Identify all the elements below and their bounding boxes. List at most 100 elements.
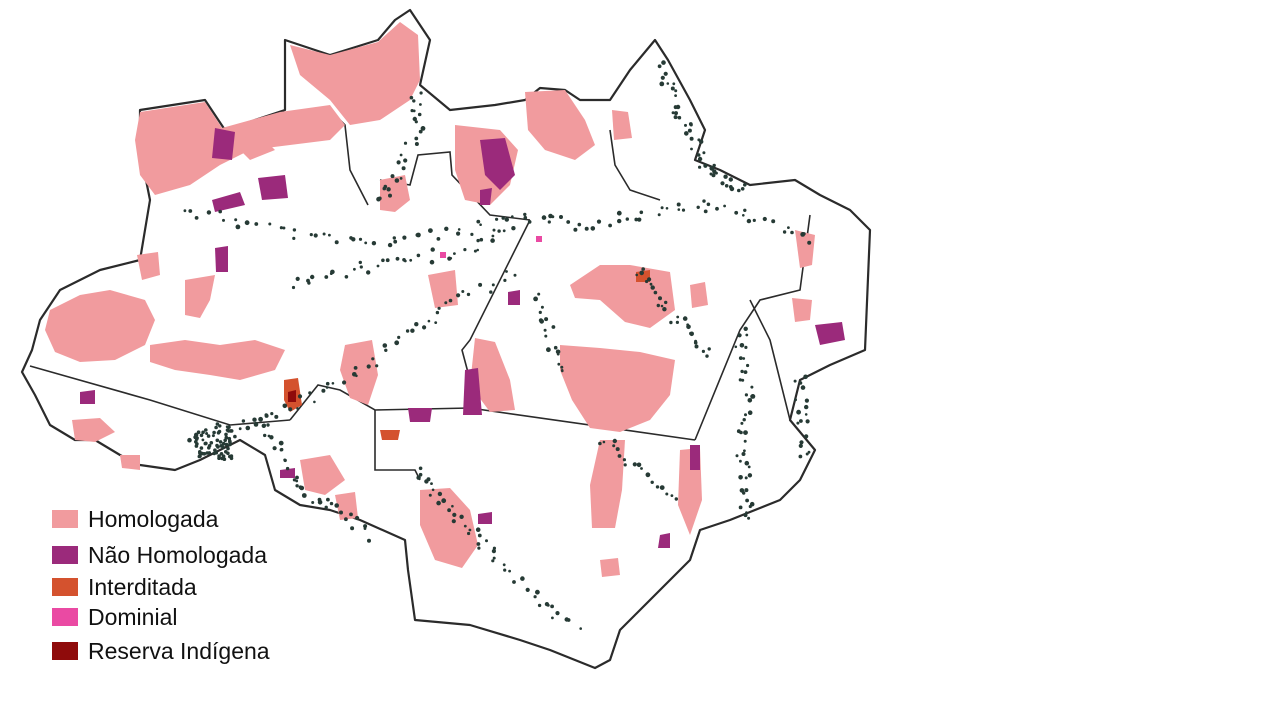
settlement-point <box>560 369 564 372</box>
settlement-point <box>466 292 471 297</box>
settlement-point <box>228 442 232 447</box>
homologada-area <box>590 440 625 528</box>
settlement-point <box>738 475 743 480</box>
settlement-point <box>634 217 639 222</box>
homologada-area <box>560 345 675 432</box>
settlement-point <box>386 187 391 192</box>
nao-homologada-area <box>212 192 245 212</box>
settlement-point <box>435 310 440 315</box>
homologada-area <box>600 558 620 577</box>
dominial-area <box>440 252 446 258</box>
settlement-point <box>747 465 751 469</box>
settlement-point <box>491 559 495 563</box>
settlement-point <box>689 331 694 337</box>
nao-homologada-area <box>408 408 432 422</box>
settlement-point <box>511 215 514 218</box>
settlement-point <box>218 440 223 444</box>
legend-label: Não Homologada <box>88 542 268 568</box>
settlement-point <box>224 442 229 447</box>
settlement-point <box>222 218 225 222</box>
settlement-point <box>739 459 742 463</box>
settlement-point <box>196 430 201 435</box>
settlement-point <box>394 340 400 346</box>
settlement-point <box>228 429 233 433</box>
settlement-point <box>205 451 209 455</box>
settlement-point <box>584 226 589 231</box>
settlement-point <box>334 240 339 245</box>
settlement-point <box>313 400 316 404</box>
homologada-areas <box>45 22 815 577</box>
settlement-point <box>669 320 673 325</box>
settlement-point <box>204 428 208 432</box>
settlement-point <box>325 381 330 386</box>
settlement-point <box>263 433 267 438</box>
settlement-point <box>295 276 300 281</box>
settlement-point <box>234 218 238 222</box>
settlement-point <box>384 348 388 352</box>
settlement-point <box>798 454 803 459</box>
settlement-point <box>702 151 706 155</box>
settlement-point <box>224 432 228 437</box>
homologada-area <box>795 230 815 268</box>
settlement-point <box>635 273 638 277</box>
settlement-point <box>675 320 680 324</box>
settlement-point <box>744 345 748 349</box>
settlement-point <box>282 226 286 230</box>
nao-homologada-area <box>690 445 700 470</box>
settlement-point <box>677 115 682 120</box>
settlement-point <box>397 335 401 339</box>
settlement-point <box>782 230 787 234</box>
settlement-point <box>201 438 205 442</box>
settlement-point <box>279 448 283 452</box>
settlement-point <box>734 345 738 349</box>
settlement-point <box>326 497 330 502</box>
settlement-point <box>734 210 739 215</box>
settlement-point <box>267 434 271 438</box>
settlement-point <box>612 444 616 448</box>
settlement-point <box>371 357 375 361</box>
settlement-point <box>238 427 242 431</box>
settlement-point <box>750 385 754 389</box>
settlement-point <box>690 147 693 151</box>
settlement-point <box>416 253 421 258</box>
settlement-point <box>677 208 681 211</box>
settlement-point <box>321 388 326 393</box>
legend-swatch <box>52 546 78 564</box>
settlement-point <box>331 382 335 385</box>
settlement-point <box>743 513 748 518</box>
settlement-point <box>264 413 268 417</box>
settlement-point <box>418 466 423 471</box>
settlement-point <box>217 456 221 461</box>
settlement-point <box>553 345 558 350</box>
settlement-point <box>653 290 658 295</box>
settlement-point <box>645 472 651 478</box>
settlement-point <box>523 215 528 220</box>
settlement-point <box>670 494 674 497</box>
settlement-point <box>744 393 749 397</box>
settlement-point <box>707 347 711 351</box>
settlement-point <box>744 476 748 480</box>
settlement-points <box>183 60 812 630</box>
settlement-point <box>590 226 596 231</box>
settlement-point <box>637 217 642 222</box>
settlement-point <box>804 413 808 416</box>
settlement-point <box>805 452 809 456</box>
settlement-point <box>467 531 471 536</box>
settlement-point <box>405 329 410 333</box>
settlement-point <box>546 347 551 353</box>
settlement-point <box>479 223 482 226</box>
settlement-point <box>743 208 747 212</box>
settlement-point <box>376 264 380 268</box>
settlement-point <box>218 209 222 214</box>
settlement-point <box>525 587 530 593</box>
settlement-point <box>461 290 465 293</box>
dominial-areas <box>440 236 542 258</box>
settlement-point <box>547 220 551 224</box>
settlement-point <box>270 412 274 416</box>
settlement-point <box>491 234 495 238</box>
settlement-point <box>664 300 668 305</box>
settlement-point <box>241 419 246 423</box>
legend-label: Reserva Indígena <box>88 638 270 664</box>
settlement-point <box>329 501 334 506</box>
settlement-point <box>409 258 413 262</box>
